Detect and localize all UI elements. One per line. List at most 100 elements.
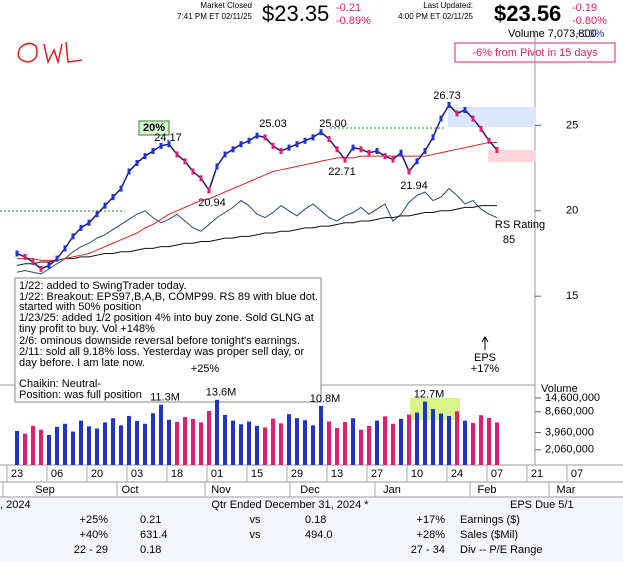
note-line: 2/6: ominous downside reversal before to… [19, 335, 300, 347]
volume-bar [375, 420, 379, 465]
volume-bar [199, 422, 203, 465]
price-bar [415, 158, 419, 165]
price-bar [335, 146, 339, 153]
price-bar [159, 142, 163, 149]
change-pct: -0.89% [336, 15, 371, 27]
price-bar [271, 142, 275, 149]
volume-bar [439, 413, 443, 465]
volume-bar [223, 414, 227, 465]
price-bar [263, 134, 267, 141]
status: Market Closed [200, 1, 252, 10]
price-bar [143, 153, 147, 160]
month-label: Sep [35, 484, 55, 496]
buy-zone [448, 107, 536, 127]
table-cell: , 2024 [0, 499, 31, 511]
volume-bar [95, 428, 99, 465]
volume-bar [295, 418, 299, 465]
price-bar [63, 245, 67, 252]
volume-bar [23, 433, 27, 465]
badge [138, 120, 170, 136]
volume-bar [127, 415, 131, 465]
table-cell: Earnings ($) [460, 514, 520, 526]
price-bar [327, 136, 331, 143]
volume-bar [215, 399, 219, 465]
price-bar [287, 144, 291, 151]
note-line: tiny profit to buy. Vol +148% [19, 323, 155, 335]
volume-bar [351, 418, 355, 465]
month-label: Dec [300, 484, 320, 496]
price-bar [487, 137, 491, 144]
table-cell: +40% [80, 529, 109, 541]
volume: Volume 7,073,800 [508, 28, 597, 40]
price-bar [311, 134, 315, 141]
x-tick-label: 27 [371, 468, 383, 480]
price-bar [343, 156, 347, 163]
month-label: Mar [557, 484, 576, 496]
x-tick-label: 15 [251, 468, 263, 480]
series-line [16, 187, 498, 275]
annotation: +25% [191, 363, 220, 375]
price-bar [119, 185, 123, 192]
price-bar [255, 132, 259, 139]
note-line: 1/22: added to SwingTrader today. [19, 280, 187, 292]
price-bar [471, 115, 475, 122]
y-tick-label: 20 [566, 205, 578, 217]
volume-bar [183, 417, 187, 465]
table-cell: Qtr Ended December 31, 2024 * [211, 499, 369, 511]
price-bar [383, 153, 387, 160]
volume-bar [303, 420, 307, 465]
volume-bar [87, 426, 91, 465]
table-cell: 631.4 [140, 529, 168, 541]
price-bar [55, 255, 59, 262]
y-tick-label: 3,960,000 [545, 426, 594, 438]
table-cell: Div -- P/E Range [460, 544, 543, 556]
volume-bar [423, 401, 427, 465]
change: -0.19 [572, 2, 597, 14]
volume-label: 13.6M [206, 387, 237, 399]
table-cell: +28% [417, 529, 446, 541]
volume-bar [175, 421, 179, 465]
eps-arrow [481, 336, 489, 350]
volume-bar [359, 429, 363, 465]
table-cell: vs [250, 529, 262, 541]
price-bar [111, 194, 115, 201]
x-tick-label: 29 [291, 468, 303, 480]
volume-bar [103, 422, 107, 465]
note-line: Position: was full position [19, 389, 142, 401]
volume-bar [143, 423, 147, 465]
price-bar [79, 224, 83, 231]
volume-bar [231, 420, 235, 465]
volume-bar [335, 427, 339, 465]
volume-bar [191, 418, 195, 465]
volume-label: 10.8M [310, 393, 341, 405]
price-bar [215, 163, 219, 170]
volume-bar [55, 426, 59, 465]
annotation: 25.03 [259, 118, 287, 130]
price-bar [15, 250, 19, 257]
price-bar [295, 141, 299, 148]
volume-bar [31, 425, 35, 465]
annotation: +17% [471, 363, 500, 375]
price-bar [191, 168, 195, 175]
volume-bar [495, 422, 499, 465]
volume-bar [487, 417, 491, 465]
price-bar [127, 168, 131, 175]
x-tick-label: 06 [51, 468, 63, 480]
table-cell: +17% [417, 514, 446, 526]
price-bar [399, 149, 403, 156]
price-bar [279, 148, 283, 155]
annotation: 25.00 [319, 118, 347, 130]
volume-bar [399, 418, 403, 465]
price-bar [463, 107, 467, 114]
table-cell: vs [250, 514, 262, 526]
price-bar [135, 159, 139, 166]
table-cell: 0.18 [140, 544, 161, 556]
note-line: 1/22: Breakout: EPS97,B,A,B, COMP99. RS … [19, 291, 318, 303]
volume-bar [247, 421, 251, 465]
volume-bar [63, 423, 67, 465]
volume-label: 11.3M [150, 392, 180, 404]
note-line: Chaikin: Neutral- [19, 378, 101, 390]
change-pct: -0.80% [572, 15, 607, 27]
price-bar [391, 156, 395, 163]
